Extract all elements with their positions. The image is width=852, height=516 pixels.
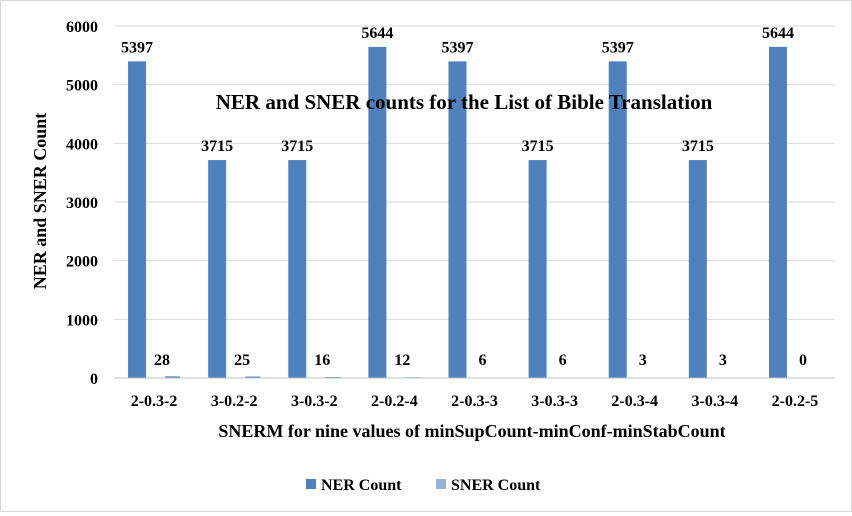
y-tick-label: 1000: [66, 312, 98, 329]
bar-ner-count: [529, 160, 547, 378]
legend-label: SNER Count: [451, 477, 541, 494]
data-label-sner-count: 16: [314, 352, 330, 369]
x-axis-ticks: 2-0.3-2 3-0.2-2 3-0.3-2 2-0.2-4 2-0.3-3 3-0.3…: [131, 393, 819, 410]
legend: NER Count SNER Count: [306, 477, 541, 494]
x-tick-label: 2-0.2-5: [772, 393, 819, 410]
x-tick-label: 3-0.2-2: [211, 393, 258, 410]
y-tick-label: 6000: [66, 19, 98, 36]
x-tick-label: 3-0.3-4: [692, 393, 739, 410]
x-tick-label: 3-0.3-2: [291, 393, 338, 410]
legend-item-ner-count: NER Count: [306, 477, 402, 494]
legend-swatch: [436, 479, 446, 489]
legend-label: NER Count: [321, 477, 402, 494]
data-label-ner-count: 5397: [442, 39, 474, 56]
data-label-ner-count: 3715: [201, 138, 233, 155]
data-label-sner-count: 25: [234, 352, 250, 369]
bar-ner-count: [769, 47, 787, 378]
data-label-ner-count: 3715: [281, 138, 313, 155]
data-label-ner-count: 5397: [121, 39, 153, 56]
data-label-sner-count: 6: [559, 352, 567, 369]
bar-ner-count: [208, 160, 226, 378]
data-label-sner-count: 6: [479, 352, 487, 369]
data-label-ner-count: 5644: [361, 25, 393, 42]
data-label-ner-count: 3715: [682, 138, 714, 155]
x-tick-label: 3-0.3-3: [531, 393, 578, 410]
x-tick-label: 2-0.3-4: [611, 393, 658, 410]
data-label-ner-count: 5644: [762, 25, 794, 42]
data-label-sner-count: 0: [799, 352, 807, 369]
data-label-sner-count: 3: [719, 352, 727, 369]
y-tick-label: 4000: [66, 136, 98, 153]
y-tick-label: 5000: [66, 78, 98, 95]
data-label-sner-count: 12: [394, 352, 410, 369]
y-tick-label: 3000: [66, 195, 98, 212]
x-tick-label: 2-0.3-3: [451, 393, 498, 410]
x-axis-label: SNERM for nine values of minSupCount-min…: [218, 421, 725, 441]
bar-ner-count: [128, 61, 146, 378]
legend-swatch: [306, 479, 316, 489]
y-tick-label: 0: [90, 371, 98, 388]
y-axis-label: NER and SNER Count: [30, 113, 50, 290]
data-label-sner-count: 3: [639, 352, 647, 369]
chart-title: NER and SNER counts for the List of Bibl…: [216, 90, 713, 114]
data-label-sner-count: 28: [154, 352, 170, 369]
y-axis-ticks: 0 1000 2000 3000 4000 5000 6000: [66, 19, 98, 388]
legend-item-sner-count: SNER Count: [436, 477, 541, 494]
data-label-ner-count: 5397: [602, 39, 634, 56]
x-tick-label: 2-0.2-4: [371, 393, 418, 410]
bar-ner-count: [288, 160, 306, 378]
data-label-ner-count: 3715: [522, 138, 554, 155]
y-tick-label: 2000: [66, 254, 98, 271]
x-tick-label: 2-0.3-2: [131, 393, 178, 410]
bar-ner-count: [689, 160, 707, 378]
